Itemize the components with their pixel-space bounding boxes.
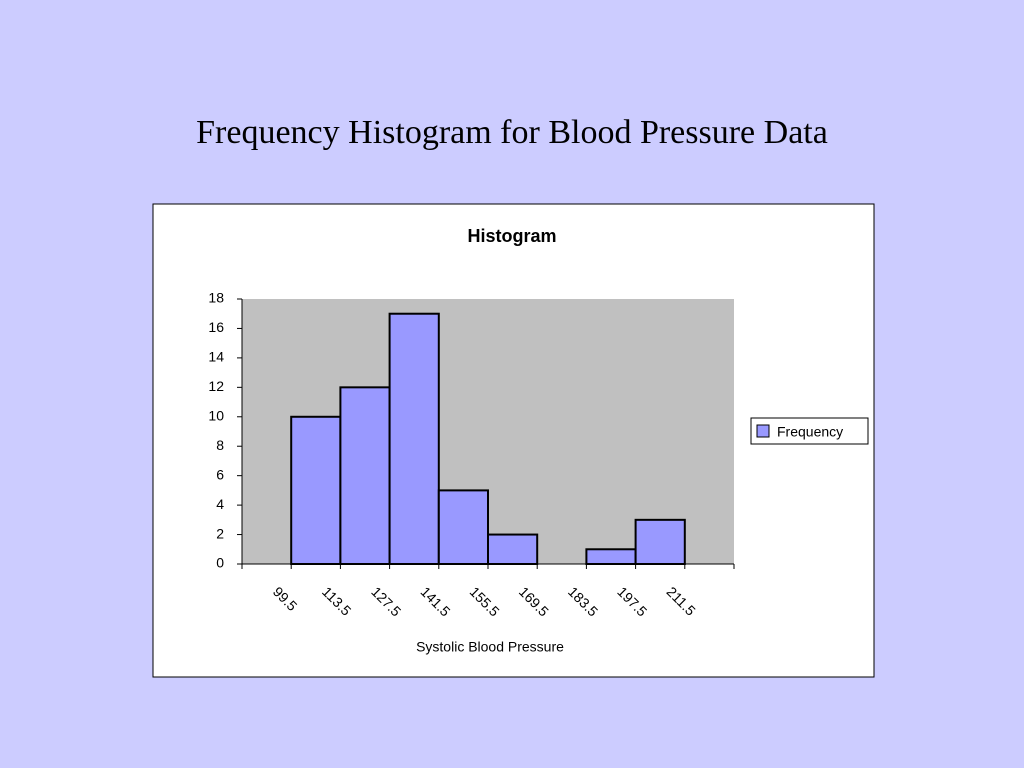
- y-tick-label: 2: [216, 525, 224, 541]
- y-tick-label: 8: [216, 437, 224, 453]
- y-tick-label: 4: [216, 496, 224, 512]
- y-tick-label: 10: [208, 407, 224, 423]
- y-tick-label: 16: [208, 319, 224, 335]
- chart-title: Histogram: [467, 226, 556, 246]
- x-axis-label: Systolic Blood Pressure: [416, 639, 564, 655]
- y-tick-label: 18: [208, 290, 224, 306]
- bar: [585, 548, 637, 565]
- legend-swatch: [756, 424, 770, 438]
- bar: [437, 489, 489, 565]
- bar: [290, 415, 342, 565]
- bar: [339, 386, 391, 566]
- y-tick-label: 12: [208, 378, 224, 394]
- bar: [634, 518, 686, 565]
- legend-label: Frequency: [777, 424, 843, 440]
- y-tick-label: 6: [216, 466, 224, 482]
- slide-title: Frequency Histogram for Blood Pressure D…: [196, 114, 828, 151]
- bar: [388, 312, 440, 565]
- legend-box: [750, 417, 869, 445]
- y-tick-label: 0: [216, 555, 224, 571]
- bar: [487, 533, 539, 565]
- y-tick-label: 14: [208, 349, 224, 365]
